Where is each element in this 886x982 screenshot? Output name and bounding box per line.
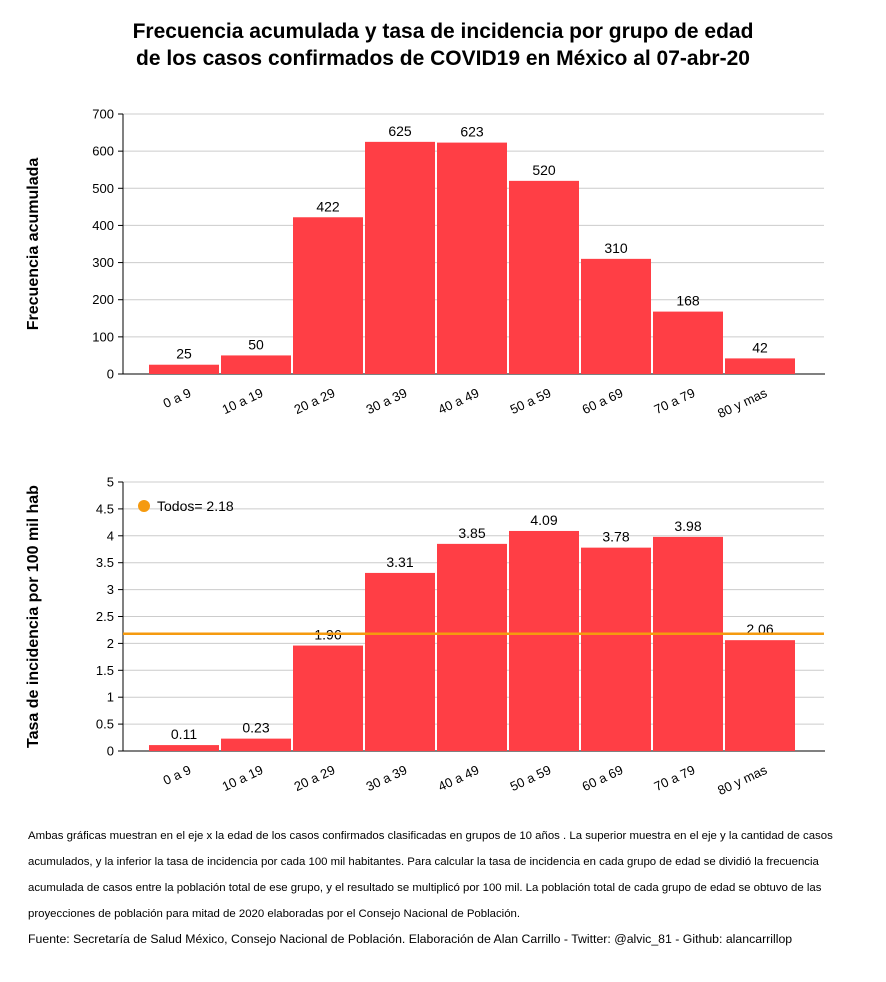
- freq-category-label: 30 a 39: [364, 385, 410, 417]
- rate-category-label: 70 a 79: [652, 762, 698, 794]
- freq-bar-10-a-19: [221, 355, 291, 374]
- rate-category-label: 80 y mas: [715, 762, 770, 798]
- rate-category-label: 20 a 29: [292, 762, 338, 794]
- freq-bar-20-a-29: [293, 217, 363, 374]
- rate-ytick-label: 3.5: [96, 555, 114, 570]
- freq-bar-50-a-59: [509, 180, 579, 374]
- freq-bar-40-a-49: [437, 142, 507, 374]
- rate-chart: 0 0.5 1 1.5 2 2.5 3 3.5 4 4.5 5 Tasa de incidencia …: [25, 475, 825, 798]
- freq-ytick-label: 100: [92, 329, 114, 344]
- rate-ytick-label: 5: [107, 475, 114, 490]
- freq-value-label: 42: [752, 339, 768, 355]
- rate-ytick-label: 1.5: [96, 663, 114, 678]
- freq-category-label: 40 a 49: [436, 385, 482, 417]
- rate-category-label: 50 a 59: [508, 762, 554, 794]
- rate-bar-40-a-49: [437, 543, 507, 751]
- freq-ytick-label: 200: [92, 292, 114, 307]
- freq-category-label: 0 a 9: [161, 385, 194, 411]
- freq-chart: 0 100 200 300 400 500 600 700 Frecuencia acumula…: [25, 107, 825, 421]
- freq-ytick-label: 500: [92, 181, 114, 196]
- freq-category-label: 10 a 19: [220, 385, 266, 417]
- rate-ytick-label: 3: [107, 582, 114, 597]
- rate-value-label: 0.11: [171, 726, 197, 742]
- rate-ytick-label: 4: [107, 528, 114, 543]
- rate-ytick-label: 4.5: [96, 501, 114, 516]
- freq-value-label: 168: [676, 293, 700, 309]
- freq-category-label: 80 y mas: [715, 385, 770, 421]
- rate-ytick-label: 2: [107, 636, 114, 651]
- freq-category-label: 70 a 79: [652, 385, 698, 417]
- freq-bar-30-a-39: [365, 141, 435, 374]
- freq-category-label: 20 a 29: [292, 385, 338, 417]
- rate-category-label: 0 a 9: [161, 762, 194, 788]
- rate-category-label: 10 a 19: [220, 762, 266, 794]
- rate-bar-30-a-39: [365, 572, 435, 751]
- rate-ytick-label: 1: [107, 690, 114, 705]
- rate-value-label: 4.09: [530, 512, 557, 528]
- freq-value-label: 50: [248, 336, 264, 352]
- rate-bar-20-a-29: [293, 645, 363, 751]
- rate-bar-80-y-mas: [725, 640, 795, 751]
- rate-legend-label: Todos= 2.18: [157, 498, 234, 514]
- rate-category-label: 40 a 49: [436, 762, 482, 794]
- figure-title-line-2: de los casos confirmados de COVID19 en M…: [136, 47, 750, 70]
- rate-y-axis-title: Tasa de incidencia por 100 mil hab: [25, 485, 42, 748]
- figure-title-line-1: Frecuencia acumulada y tasa de incidenci…: [132, 20, 754, 43]
- figure-title: Frecuencia acumulada y tasa de incidenci…: [0, 18, 886, 72]
- rate-value-label: 3.98: [674, 518, 701, 534]
- freq-bar-0-a-9: [149, 364, 219, 374]
- freq-bar-80-y-mas: [725, 358, 795, 374]
- freq-ytick-label: 600: [92, 144, 114, 159]
- freq-ytick-label: 300: [92, 255, 114, 270]
- rate-value-label: 3.31: [386, 554, 413, 570]
- freq-value-label: 25: [176, 346, 192, 362]
- freq-ytick-label: 400: [92, 218, 114, 233]
- rate-bar-60-a-69: [581, 547, 651, 751]
- rate-value-label: 0.23: [242, 720, 269, 736]
- freq-value-label: 422: [316, 198, 340, 214]
- freq-ytick-label: 700: [92, 107, 114, 122]
- rate-value-label: 3.78: [602, 529, 629, 545]
- freq-category-label: 60 a 69: [580, 385, 626, 417]
- explanatory-note: Ambas gráficas muestran en el eje x la e…: [28, 830, 833, 920]
- rate-category-label: 30 a 39: [364, 762, 410, 794]
- rate-value-label: 3.85: [458, 525, 485, 541]
- freq-y-axis-title: Frecuencia acumulada: [25, 158, 42, 331]
- rate-ytick-label: 2.5: [96, 609, 114, 624]
- freq-ytick-label: 0: [107, 367, 114, 382]
- freq-value-label: 310: [604, 240, 628, 256]
- rate-legend-marker: [138, 500, 150, 512]
- freq-value-label: 625: [388, 123, 412, 139]
- rate-bar-0-a-9: [149, 745, 219, 751]
- freq-bar-60-a-69: [581, 258, 651, 374]
- source-credit: Fuente: Secretaría de Salud México, Cons…: [28, 932, 793, 946]
- freq-bar-70-a-79: [653, 311, 723, 374]
- freq-value-label: 623: [460, 124, 484, 140]
- rate-bar-70-a-79: [653, 536, 723, 751]
- rate-category-label: 60 a 69: [580, 762, 626, 794]
- freq-category-label: 50 a 59: [508, 385, 554, 417]
- rate-bar-50-a-59: [509, 530, 579, 751]
- rate-ytick-label: 0: [107, 744, 114, 759]
- rate-ytick-label: 0.5: [96, 717, 114, 732]
- freq-value-label: 520: [532, 162, 556, 178]
- rate-bar-10-a-19: [221, 738, 291, 751]
